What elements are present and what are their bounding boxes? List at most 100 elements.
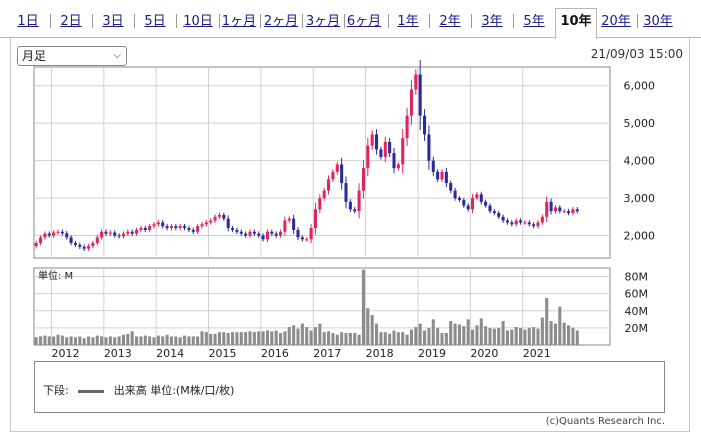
candle-body [292,218,296,230]
candle-body [305,239,309,241]
candle-body [514,220,518,225]
candle-body [178,226,182,229]
year-tick-label: 2014 [156,347,184,360]
tab-3[interactable]: 3日 [102,14,124,29]
candle-body [523,222,527,224]
price-plot-area [33,66,611,259]
tab-11[interactable]: 2年 [439,14,461,29]
tab-10[interactable]: 1年 [397,14,419,29]
tab-7[interactable]: 2ヶ月 [263,14,299,29]
candle-body [383,141,387,157]
candle-body [335,164,339,172]
volume-bar [235,332,239,345]
volume-bar [196,336,200,345]
tab-15[interactable]: 20年 [601,14,631,29]
volume-bar [457,324,461,345]
volume-bar [95,335,99,345]
candle-body [479,194,483,202]
candle-body [231,228,235,230]
year-tick-label: 2018 [366,347,394,360]
candle-body [39,237,43,244]
volume-bar [78,336,82,345]
volume-bar [536,328,540,345]
tab-1[interactable]: 1日 [17,14,39,29]
candle-body [139,228,143,230]
volume-bar [501,321,505,345]
volume-bar [431,319,435,345]
candle-body [370,134,374,146]
period-tabs: 1日 2日 3日 5日 10日 1ヶ月 2ヶ月 3ヶ月 6ヶ月 1年 2年 3年 5年 10年 20年 30年 [0,0,701,39]
tab-14[interactable]: 10年 [555,8,597,39]
candle-body [536,222,540,227]
candle-body [95,237,99,244]
candle-body [135,229,139,234]
candle-body [191,229,195,232]
volume-bar [222,332,226,345]
tab-separator [637,14,638,28]
tab-8[interactable]: 3ヶ月 [305,14,341,29]
candle-body [52,232,56,236]
volume-bar [292,325,296,345]
candle-body [575,209,579,212]
year-tick-label: 2015 [209,347,237,360]
candle-body [361,168,365,191]
volume-bar [505,330,509,345]
chevron-down-icon: ⌵ [113,50,121,61]
volume-bar [73,337,77,345]
volume-bar [462,326,466,345]
candle-body [313,209,317,229]
candle-period-select[interactable]: 月足 ⌵ [17,46,127,66]
tab-separator [175,14,177,28]
candle-body [462,199,466,206]
tab-separator [259,14,261,28]
price-tick-label: 2,000 [624,230,656,243]
candle-body [414,74,418,90]
candle-body [239,231,243,234]
volume-bar [575,330,579,345]
candle-body [375,134,379,150]
volume-bar [427,327,431,345]
volume-bar [449,321,453,345]
tab-2[interactable]: 2日 [60,14,82,29]
volume-bar [165,334,169,345]
candle-body [571,209,575,214]
volume-bar [213,333,217,345]
candle-body [331,171,335,180]
volume-bar [209,333,213,345]
candle-body [457,198,461,200]
candle-body [436,171,440,180]
volume-bar [375,323,379,345]
tab-16[interactable]: 30年 [643,14,673,29]
tab-4[interactable]: 5日 [144,14,166,29]
volume-bar [274,330,278,345]
volume-bar [265,330,269,345]
volume-bar [257,331,261,345]
volume-bar [261,331,265,345]
tab-9[interactable]: 6ヶ月 [346,14,382,29]
candle-body [248,231,252,236]
candle-body [108,232,112,234]
legend-prefix: 下段: [43,384,69,397]
volume-bar [156,335,160,345]
price-tick-label: 6,000 [624,80,656,93]
volume-bar [479,318,483,345]
tab-13[interactable]: 5年 [523,14,545,29]
tab-12[interactable]: 3年 [481,14,503,29]
volume-bar [344,333,348,345]
tab-5[interactable]: 10日 [183,14,213,29]
candle-body [126,231,130,234]
volume-bar [514,327,518,345]
volume-bar [47,336,51,345]
volume-bar [418,323,422,345]
candle-body [257,233,261,236]
candle-body [344,183,348,202]
volume-bar [139,336,143,345]
tab-separator [218,14,220,28]
candle-body [165,226,169,229]
volume-bar [143,335,147,345]
volume-bar [191,336,195,345]
volume-bar [121,334,125,345]
last-update-timestamp: 21/09/03 15:00 [590,47,683,61]
tab-6[interactable]: 1ヶ月 [221,14,257,29]
